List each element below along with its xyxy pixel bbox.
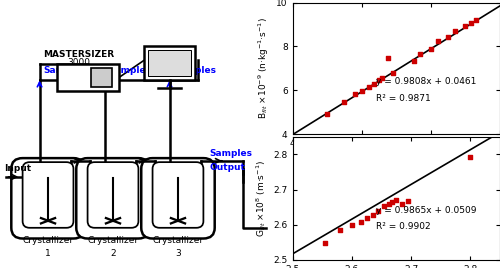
Text: R² = 0.9871: R² = 0.9871 <box>376 94 430 103</box>
Text: Samples: Samples <box>209 149 252 158</box>
FancyBboxPatch shape <box>142 158 214 239</box>
Text: Output: Output <box>209 162 245 172</box>
Point <box>416 52 424 56</box>
FancyBboxPatch shape <box>148 50 190 76</box>
Point <box>370 81 378 86</box>
Point <box>368 213 376 217</box>
Text: Crystallizer: Crystallizer <box>22 236 74 245</box>
Point <box>378 76 386 80</box>
Text: MASTERSIZER: MASTERSIZER <box>44 50 115 59</box>
FancyBboxPatch shape <box>88 162 138 228</box>
Text: 1: 1 <box>45 249 51 258</box>
Point <box>362 216 370 221</box>
Text: Crystallizer: Crystallizer <box>152 236 204 245</box>
X-axis label: B$_{exp}$ ×10$^{-9}$ (n·kg$^{-1}$·s$^{-1}$): B$_{exp}$ ×10$^{-9}$ (n·kg$^{-1}$·s$^{-1… <box>343 153 450 168</box>
Text: Samples: Samples <box>109 66 152 75</box>
Text: Crystallizer: Crystallizer <box>88 236 138 245</box>
Point <box>375 78 383 83</box>
Point <box>356 220 364 224</box>
Text: Samples: Samples <box>44 66 87 75</box>
Point <box>472 18 480 22</box>
Point <box>364 85 372 89</box>
Point <box>398 202 406 206</box>
FancyBboxPatch shape <box>90 68 112 87</box>
Point <box>434 39 442 43</box>
Y-axis label: B$_{fit}$ ×10$^{-9}$ (n·kg$^{-1}$·s$^{-1}$): B$_{fit}$ ×10$^{-9}$ (n·kg$^{-1}$·s$^{-1… <box>256 17 270 119</box>
Point <box>466 21 474 26</box>
FancyBboxPatch shape <box>56 64 118 91</box>
FancyBboxPatch shape <box>22 162 74 228</box>
Point <box>374 209 382 213</box>
FancyBboxPatch shape <box>144 46 195 80</box>
Text: 2: 2 <box>110 249 116 258</box>
Text: R² = 0.9902: R² = 0.9902 <box>376 222 430 231</box>
Point <box>351 91 359 96</box>
Point <box>444 35 452 39</box>
Y-axis label: G$_{fit}$ ×10$^{8}$ (m·s$^{-1}$): G$_{fit}$ ×10$^{8}$ (m·s$^{-1}$) <box>254 160 268 237</box>
Point <box>404 199 412 203</box>
Point <box>389 70 397 75</box>
Point <box>348 223 356 228</box>
Point <box>388 200 396 204</box>
Point <box>392 198 400 202</box>
Point <box>380 204 388 209</box>
Point <box>340 100 348 105</box>
Text: Input: Input <box>4 164 32 173</box>
Point <box>427 47 435 51</box>
FancyBboxPatch shape <box>76 158 150 239</box>
Point <box>451 29 459 33</box>
Text: 3: 3 <box>175 249 181 258</box>
Text: y = 0.9865x + 0.0509: y = 0.9865x + 0.0509 <box>376 206 476 215</box>
Point <box>410 58 418 63</box>
Point <box>336 228 344 232</box>
FancyBboxPatch shape <box>152 162 204 228</box>
Point <box>358 89 366 94</box>
FancyBboxPatch shape <box>12 158 85 239</box>
Text: Samples: Samples <box>174 66 216 75</box>
Text: y = 0.9808x + 0.0461: y = 0.9808x + 0.0461 <box>376 77 476 86</box>
Point <box>323 112 331 116</box>
Point <box>321 241 329 245</box>
Point <box>384 56 392 61</box>
Point <box>384 202 392 206</box>
Point <box>462 24 469 28</box>
Text: 3000: 3000 <box>68 58 90 67</box>
Point <box>466 155 474 159</box>
